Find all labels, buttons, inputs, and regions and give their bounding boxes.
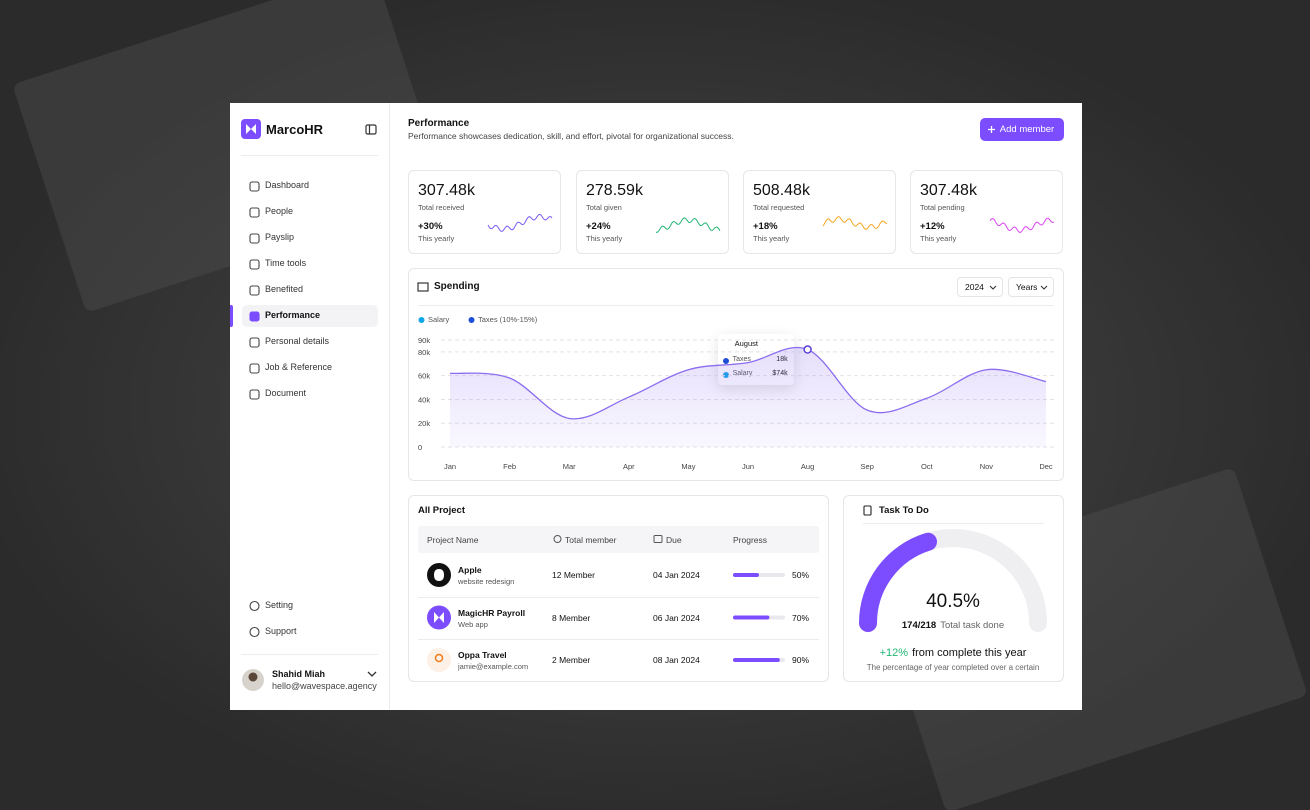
- spending-title: Spending: [434, 281, 480, 292]
- divider: [241, 155, 378, 156]
- tooltip-value: $74k: [772, 369, 788, 377]
- divider: [241, 654, 378, 655]
- progress-label: 90%: [792, 655, 810, 665]
- filter-dropdown[interactable]: 2024: [957, 277, 1003, 297]
- project-subtitle: website redesign: [458, 577, 515, 586]
- legend-label: Taxes (10%-15%): [478, 315, 538, 324]
- task-change: +12%: [879, 647, 909, 659]
- stat-label: Total pending: [920, 203, 965, 212]
- nav-item[interactable]: People: [265, 206, 294, 216]
- task-note: The percentage of year completed over a …: [866, 663, 1040, 672]
- project-members: 2 Member: [552, 655, 591, 665]
- column-header: Progress: [733, 535, 768, 545]
- task-count-label: Total task done: [940, 620, 1005, 631]
- tooltip-label: Salary: [732, 369, 753, 377]
- tasks-title: Task To Do: [879, 505, 929, 516]
- project-due: 08 Jan 2024: [653, 655, 700, 665]
- nav-active-indicator: [230, 305, 233, 327]
- nav-item[interactable]: Setting: [265, 600, 294, 610]
- brand-name: MarcoHR: [266, 122, 324, 137]
- stat-value: 307.48k: [418, 182, 475, 199]
- user-name: Shahid Miah: [272, 669, 326, 679]
- column-header: Project Name: [427, 535, 479, 545]
- page-subtitle: Performance showcases dedication, skill,…: [408, 131, 734, 141]
- project-due: 06 Jan 2024: [653, 612, 700, 623]
- task-change-line: +12% from complete this year: [863, 647, 1043, 659]
- stat-label: Total given: [586, 203, 622, 212]
- progress-label: 50%: [792, 570, 810, 580]
- stat-change: +18%: [753, 221, 778, 232]
- tooltip-dot: [722, 357, 729, 364]
- column-header: Total member: [565, 535, 617, 545]
- stat-period: This yearly: [586, 234, 623, 243]
- nav-item[interactable]: Performance: [265, 310, 321, 320]
- project-name: Apple: [458, 565, 482, 575]
- divider: [863, 523, 1044, 524]
- stat-card: [910, 170, 1063, 254]
- row-divider: [418, 639, 819, 640]
- stat-period: This yearly: [920, 234, 957, 243]
- stat-value: 307.48k: [920, 182, 977, 199]
- stat-period: This yearly: [753, 234, 790, 243]
- task-change-text: from complete this year: [912, 647, 1027, 659]
- nav-item[interactable]: Job & Reference: [265, 362, 333, 372]
- nav-item[interactable]: Document: [265, 388, 307, 398]
- nav-item[interactable]: Benefited: [265, 284, 304, 294]
- project-subtitle: jamie@example.com: [458, 662, 529, 671]
- task-count: 174/218: [901, 620, 937, 631]
- nav-item[interactable]: Payslip: [265, 232, 295, 242]
- task-percent: 40.5%: [926, 591, 980, 612]
- stat-label: Total received: [418, 203, 465, 212]
- page-title: Performance: [408, 118, 470, 129]
- nav-active-bg: [242, 305, 378, 327]
- project-members: 12 Member: [552, 570, 595, 580]
- project-due: 04 Jan 2024: [653, 570, 700, 580]
- projects-title: All Project: [418, 505, 465, 516]
- project-name: MagicHR Payroll: [458, 607, 526, 618]
- add-member-button[interactable]: Add member: [980, 118, 1064, 141]
- stat-change: +24%: [586, 221, 611, 232]
- stat-value: 278.59k: [586, 182, 643, 199]
- nav-item[interactable]: Support: [265, 626, 297, 636]
- legend-label: Salary: [428, 315, 450, 324]
- task-count-line: 174/218 Total task done: [873, 620, 1033, 631]
- nav-item[interactable]: Dashboard: [265, 180, 310, 190]
- stat-change: +12%: [920, 221, 945, 232]
- project-members: 8 Member: [552, 612, 591, 623]
- tooltip-value: 18k: [776, 355, 788, 363]
- divider: [418, 305, 1054, 306]
- stat-label: Total requested: [753, 203, 805, 212]
- user-email: hello@wavespace.agency: [272, 681, 377, 691]
- nav-item[interactable]: Time tools: [265, 258, 307, 268]
- stat-period: This yearly: [418, 234, 455, 243]
- sidebar: [230, 103, 390, 710]
- progress-label: 70%: [792, 612, 810, 623]
- project-subtitle: Web app: [458, 619, 488, 629]
- filter-dropdown[interactable]: Years: [1008, 277, 1054, 297]
- nav-item[interactable]: Personal details: [265, 336, 330, 346]
- stat-card: [743, 170, 896, 254]
- stat-card: [408, 170, 561, 254]
- stat-value: 508.48k: [753, 182, 810, 199]
- tooltip-dot: [722, 371, 729, 378]
- column-header: Due: [666, 535, 682, 545]
- stat-card: [576, 170, 729, 254]
- project-name: Oppa Travel: [458, 650, 507, 660]
- tooltip-label: Taxes: [732, 355, 751, 363]
- table-header-bg: [418, 526, 819, 553]
- stat-change: +30%: [418, 221, 443, 232]
- row-divider: [418, 596, 819, 598]
- tooltip-title: August: [734, 338, 758, 348]
